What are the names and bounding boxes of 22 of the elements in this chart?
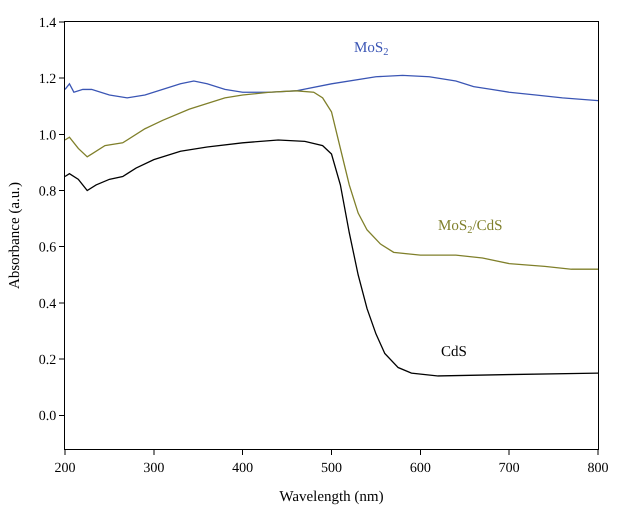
x-tick-label: 700 <box>498 460 520 476</box>
series-label: MoS$_{2}$/CdS <box>438 218 502 236</box>
x-tick-label: 600 <box>410 460 431 476</box>
x-tick-label: 300 <box>143 460 164 476</box>
line-series <box>65 90 598 270</box>
y-tick-label: 1.2 <box>38 72 56 88</box>
y-tick-label: 0.2 <box>38 353 56 368</box>
y-axis-title: Absorbance (a.u.) <box>6 182 23 290</box>
series-label: CdS <box>441 344 467 360</box>
y-tick-label: 1.0 <box>38 128 56 144</box>
series-label: MoS$_{2}$ <box>354 40 388 58</box>
x-axis-title: Wavelength (nm) <box>279 488 384 505</box>
y-tick-label: 1.4 <box>38 16 56 31</box>
y-tick-label: 0.4 <box>38 296 56 312</box>
x-tick-label: 500 <box>321 460 342 476</box>
x-tick-label: 200 <box>54 460 76 476</box>
x-tick-label: 800 <box>588 460 608 476</box>
y-tick-label: 0.6 <box>38 240 56 256</box>
x-tick-label: 400 <box>232 460 254 476</box>
line-series <box>65 74 598 102</box>
y-tick-label: 0.8 <box>38 184 56 200</box>
y-tick-label: 0.0 <box>38 409 56 424</box>
